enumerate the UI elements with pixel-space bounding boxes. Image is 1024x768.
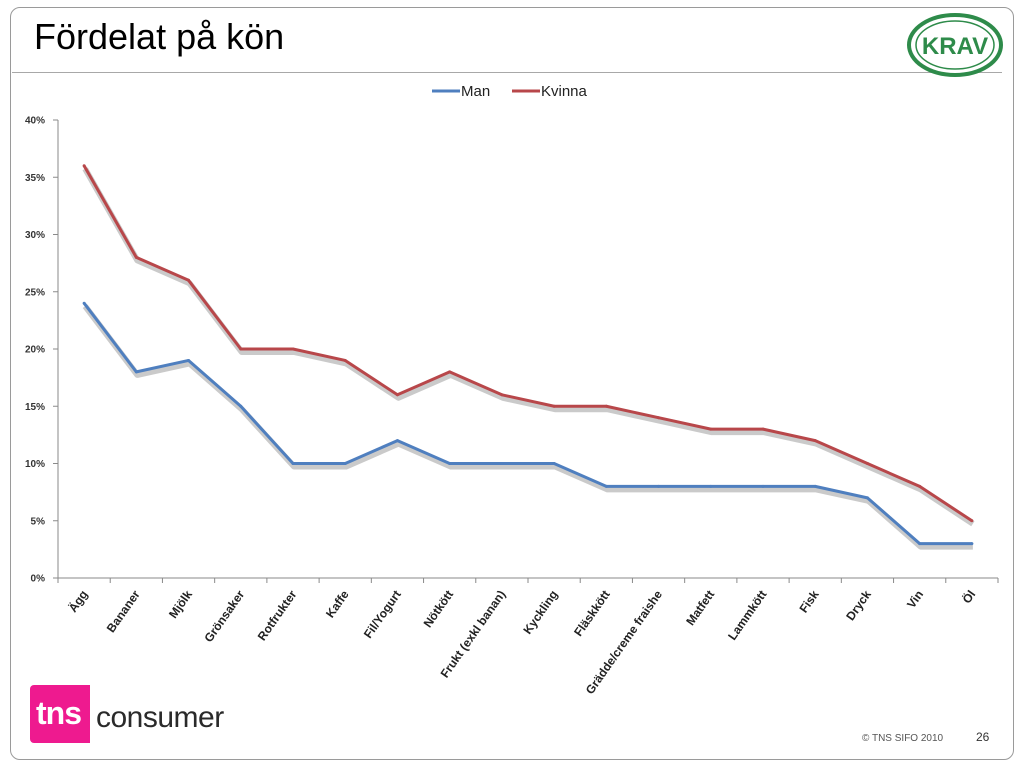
- data-point: [500, 462, 504, 465]
- data-point: [187, 358, 191, 362]
- x-tick-label: Matfett: [683, 588, 717, 628]
- data-point: [82, 164, 86, 168]
- data-point: [813, 484, 817, 488]
- data-point: [970, 519, 974, 523]
- tns-logo-text: tns: [36, 695, 82, 731]
- data-point: [657, 416, 661, 420]
- data-point: [395, 439, 399, 443]
- krav-logo-text: KRAV: [922, 33, 988, 60]
- data-point: [187, 278, 191, 282]
- x-tick-label: Grönsaker: [201, 587, 247, 644]
- page-number: 26: [976, 730, 990, 744]
- title-divider: [12, 72, 1002, 73]
- data-point: [604, 484, 608, 488]
- data-point: [918, 542, 922, 546]
- data-point: [918, 484, 922, 488]
- data-point: [865, 462, 869, 465]
- x-tick-label: Fil/Yogurt: [361, 588, 404, 641]
- x-tick-label: Lammkött: [725, 588, 769, 643]
- x-tick-label: Ägg: [65, 587, 91, 615]
- copyright: © TNS SIFO 2010: [862, 733, 944, 744]
- data-point: [448, 370, 452, 374]
- data-point: [552, 462, 556, 465]
- legend-label: Kvinna: [541, 83, 588, 100]
- y-tick-label: 40%: [25, 116, 45, 127]
- y-tick-label: 5%: [31, 516, 46, 527]
- data-point: [709, 484, 713, 488]
- series-shadow-1: [82, 167, 975, 527]
- x-tick-label: Nötkött: [421, 588, 457, 630]
- x-tick-label: Kaffe: [323, 587, 352, 620]
- data-point: [448, 462, 452, 465]
- data-point: [291, 347, 295, 351]
- data-point: [865, 496, 869, 500]
- chart-legend: Man Kvinna: [432, 83, 588, 100]
- x-tick-label: Kyckling: [520, 588, 560, 637]
- x-tick-label: Dryck: [843, 587, 874, 623]
- data-point: [239, 404, 243, 408]
- data-point: [657, 484, 661, 488]
- consumer-logo-text: consumer: [96, 701, 224, 734]
- y-axis-ticks: 0% 5% 10% 15% 20% 25% 30% 35% 40%: [25, 116, 58, 585]
- y-tick-label: 0%: [31, 574, 46, 585]
- x-tick-label: Öl: [959, 587, 979, 606]
- tns-logo-box: tns: [30, 685, 90, 743]
- slide-frame: [10, 7, 1014, 760]
- data-point: [395, 393, 399, 397]
- x-tick-label: Fläskkött: [571, 588, 613, 639]
- krav-logo: KRAV: [907, 13, 1003, 77]
- data-point: [343, 462, 347, 465]
- y-tick-label: 35%: [25, 173, 45, 184]
- series-shadow-0: [82, 304, 973, 550]
- data-point: [291, 462, 295, 465]
- data-point: [604, 404, 608, 408]
- data-point: [343, 358, 347, 362]
- legend-label: Man: [461, 83, 490, 100]
- series-line-kvinna: [82, 165, 973, 523]
- x-tick-label: Vin: [904, 588, 926, 611]
- x-tick-label: Mjölk: [166, 587, 195, 620]
- y-tick-label: 20%: [25, 345, 45, 356]
- x-tick-label: Bananer: [104, 587, 143, 635]
- data-point: [82, 301, 86, 305]
- data-point: [709, 427, 713, 431]
- data-point: [134, 370, 138, 374]
- slide-title: Fördelat på kön: [34, 16, 285, 57]
- series-layer: [82, 164, 975, 550]
- x-tick-label: Rotfrukter: [255, 587, 300, 643]
- data-point: [552, 404, 556, 408]
- y-tick-label: 15%: [25, 402, 45, 413]
- data-point: [134, 255, 138, 259]
- y-tick-label: 25%: [25, 287, 45, 298]
- y-tick-label: 10%: [25, 459, 45, 470]
- x-axis-ticks: Ägg Bananer Mjölk Grönsaker Rotfrukter Kaffe F…: [57, 578, 999, 697]
- chart-axes: [57, 120, 998, 579]
- data-point: [239, 347, 243, 351]
- y-tick-label: 30%: [25, 230, 45, 241]
- data-point: [761, 484, 765, 488]
- data-point: [761, 427, 765, 431]
- data-point: [813, 439, 817, 443]
- data-point: [970, 542, 974, 546]
- series-line-man: [82, 302, 972, 546]
- data-point: [500, 393, 504, 397]
- x-tick-label: Fisk: [796, 587, 821, 615]
